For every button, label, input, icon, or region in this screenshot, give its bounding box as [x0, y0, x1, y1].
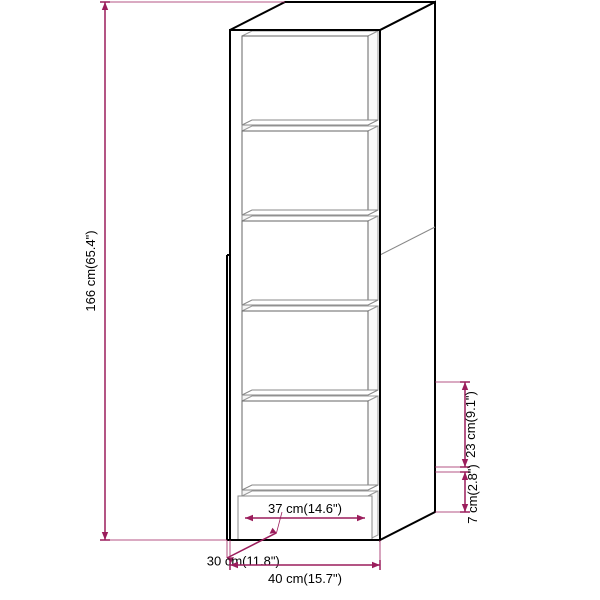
- dimension-drawing: 166 cm(65.4") 30 cm(11.8") 40 cm(15.7") 37 …: [0, 0, 600, 600]
- dim-height: 166 cm(65.4"): [83, 230, 98, 311]
- diagram-container: 166 cm(65.4") 30 cm(11.8") 40 cm(15.7") 37 …: [0, 0, 600, 600]
- dim-shelf-height: 23 cm(9.1"): [463, 391, 478, 458]
- dim-width: 40 cm(15.7"): [268, 571, 342, 586]
- dim-inner-width: 37 cm(14.6"): [268, 501, 342, 516]
- dim-base-height: 7 cm(2.8"): [465, 464, 480, 524]
- dim-depth: 30 cm(11.8"): [207, 553, 280, 568]
